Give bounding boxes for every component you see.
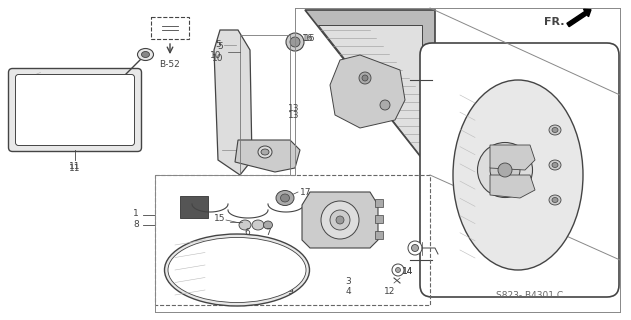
- FancyArrow shape: [567, 9, 591, 27]
- Text: 8: 8: [133, 220, 139, 228]
- Text: 16: 16: [302, 34, 314, 43]
- Text: 11: 11: [69, 164, 81, 172]
- Ellipse shape: [408, 241, 422, 255]
- FancyBboxPatch shape: [8, 68, 141, 151]
- Text: 12: 12: [384, 287, 396, 297]
- Text: 5: 5: [217, 42, 223, 51]
- Text: 10: 10: [210, 51, 221, 60]
- Bar: [155, 175, 430, 305]
- Ellipse shape: [165, 234, 309, 306]
- FancyBboxPatch shape: [16, 75, 134, 146]
- Ellipse shape: [549, 125, 561, 135]
- Polygon shape: [490, 145, 535, 170]
- Text: 11: 11: [69, 162, 81, 171]
- Ellipse shape: [239, 220, 251, 230]
- Bar: [151, 17, 189, 39]
- Text: 16: 16: [304, 34, 316, 43]
- Text: 5: 5: [215, 39, 221, 49]
- Ellipse shape: [552, 127, 558, 132]
- Ellipse shape: [276, 190, 294, 205]
- Bar: [375, 231, 383, 239]
- Text: 9: 9: [287, 287, 293, 297]
- Ellipse shape: [281, 194, 290, 202]
- Text: 15: 15: [213, 213, 225, 222]
- Text: B-52: B-52: [160, 60, 180, 68]
- Ellipse shape: [549, 195, 561, 205]
- Ellipse shape: [168, 237, 306, 302]
- Polygon shape: [305, 10, 435, 175]
- Ellipse shape: [453, 80, 583, 270]
- Text: 1: 1: [133, 209, 139, 218]
- Polygon shape: [302, 192, 378, 248]
- Polygon shape: [490, 175, 535, 198]
- Ellipse shape: [552, 197, 558, 203]
- Ellipse shape: [380, 100, 390, 110]
- Ellipse shape: [252, 220, 264, 230]
- Ellipse shape: [498, 163, 512, 177]
- Text: 3: 3: [345, 277, 351, 286]
- Polygon shape: [318, 25, 422, 158]
- Text: 14: 14: [403, 268, 414, 276]
- Text: 2: 2: [287, 277, 293, 286]
- Bar: [375, 215, 383, 223]
- Ellipse shape: [290, 37, 300, 47]
- Ellipse shape: [490, 155, 520, 185]
- Bar: [180, 196, 208, 218]
- Ellipse shape: [411, 244, 418, 252]
- Text: 7: 7: [265, 228, 271, 236]
- Ellipse shape: [330, 210, 350, 230]
- FancyBboxPatch shape: [420, 43, 619, 297]
- Text: 10: 10: [212, 53, 224, 62]
- Text: 4: 4: [345, 287, 351, 297]
- Polygon shape: [330, 55, 405, 128]
- Ellipse shape: [141, 52, 150, 58]
- Ellipse shape: [264, 221, 273, 229]
- Text: FR.: FR.: [545, 17, 565, 27]
- Text: S823- B4301 C: S823- B4301 C: [497, 292, 563, 300]
- Ellipse shape: [286, 33, 304, 51]
- Ellipse shape: [396, 268, 401, 273]
- Text: 6: 6: [244, 228, 250, 236]
- Ellipse shape: [552, 163, 558, 167]
- Text: 13: 13: [288, 103, 300, 113]
- Bar: [375, 199, 383, 207]
- Ellipse shape: [258, 146, 272, 158]
- Text: 14: 14: [403, 268, 414, 276]
- Polygon shape: [214, 30, 252, 175]
- Ellipse shape: [362, 75, 368, 81]
- Bar: [240, 35, 290, 175]
- Ellipse shape: [549, 160, 561, 170]
- Ellipse shape: [359, 72, 371, 84]
- Ellipse shape: [336, 216, 344, 224]
- Ellipse shape: [392, 264, 404, 276]
- Text: 13: 13: [288, 110, 300, 119]
- Ellipse shape: [261, 149, 269, 155]
- Ellipse shape: [478, 142, 533, 197]
- Ellipse shape: [321, 201, 359, 239]
- Polygon shape: [235, 140, 300, 172]
- Text: 17: 17: [300, 188, 312, 196]
- Ellipse shape: [138, 49, 153, 60]
